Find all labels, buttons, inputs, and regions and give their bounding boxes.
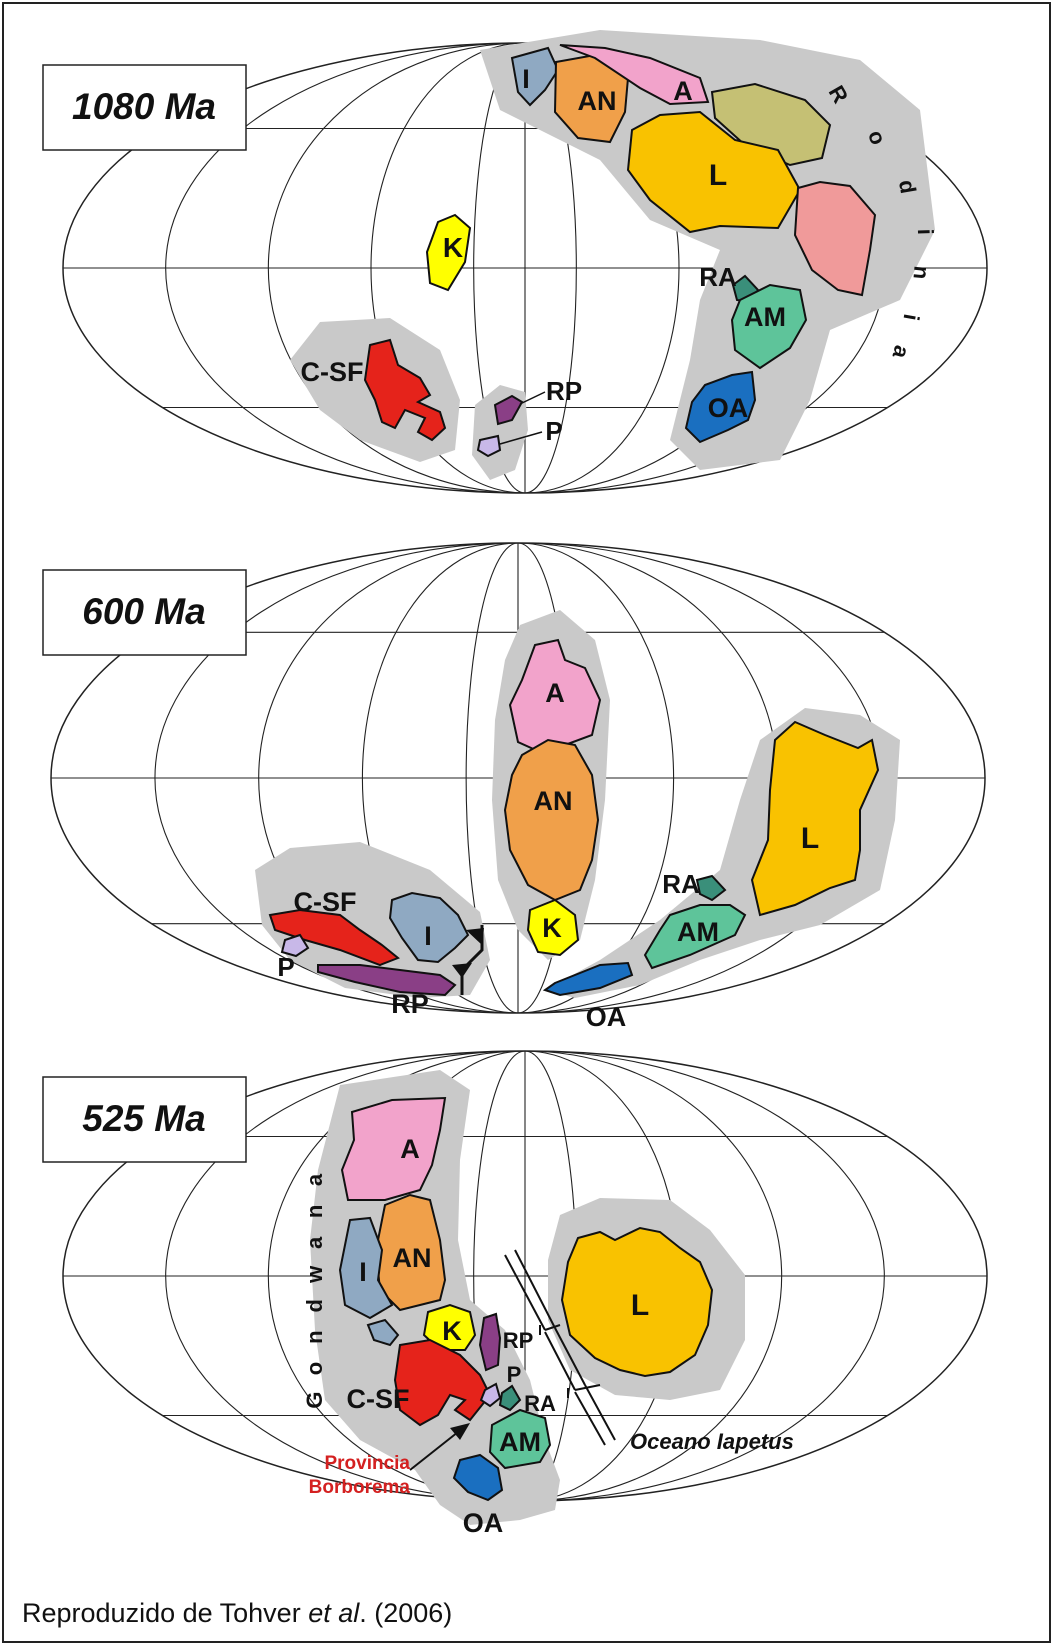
label-K-600: K (542, 913, 562, 943)
label-OA-600: OA (586, 1002, 627, 1032)
gondwana-letter: a (302, 1173, 327, 1186)
rodinia-letter: n (908, 265, 934, 281)
figure-caption: Reproduzido de Tohver et al. (2006) (22, 1598, 452, 1629)
title-box-600: 600 Ma (43, 570, 246, 655)
label-P-1080: P (545, 416, 562, 446)
label-L-600: L (801, 822, 819, 855)
caption-suffix: . (2006) (359, 1598, 452, 1628)
label-CSF-525: C-SF (347, 1384, 410, 1414)
label-L-525: L (631, 1289, 649, 1322)
label-OA-525: OA (463, 1508, 504, 1538)
gondwana-letter: n (302, 1205, 327, 1218)
caption-prefix: Reproduzido de Tohver (22, 1598, 308, 1628)
label-CSF-600: C-SF (294, 887, 357, 917)
label-RA-600: RA (662, 869, 700, 899)
label-K-525: K (442, 1316, 462, 1346)
label-A-1080: A (673, 76, 693, 106)
label-RP-1080: RP (546, 376, 582, 406)
gondwana-letter: w (302, 1265, 327, 1284)
label-AN-1080: AN (578, 86, 617, 116)
label-I-525: I (359, 1257, 367, 1287)
label-P-525: P (507, 1362, 522, 1387)
label-RA-525: RA (524, 1391, 556, 1416)
label-borborema: Borborema (309, 1477, 411, 1498)
label-OA-1080: OA (708, 393, 749, 423)
panel-title-525: 525 Ma (82, 1098, 205, 1139)
label-AM-1080: AM (744, 302, 786, 332)
label-I-600: I (424, 921, 432, 951)
gondwana-letter: o (302, 1362, 327, 1375)
title-box-525: 525 Ma (43, 1077, 246, 1162)
label-RP-525: RP (503, 1328, 534, 1353)
label-AM-525: AM (499, 1427, 541, 1457)
label-oceano-iapetus: Oceano Iapetus (630, 1429, 794, 1454)
gondwana-letter: a (302, 1236, 327, 1249)
label-A-525: A (400, 1134, 420, 1164)
label-AM-600: AM (677, 917, 719, 947)
label-RP-600: RP (391, 989, 429, 1019)
gondwana-letter: G (302, 1391, 327, 1408)
craton-RP-525 (480, 1314, 500, 1370)
gondwana-letter: n (302, 1330, 327, 1343)
title-box-1080: 1080 Ma (43, 65, 246, 150)
label-A-600: A (545, 678, 565, 708)
label-K-1080: K (443, 232, 463, 263)
label-RA-1080: RA (699, 262, 737, 292)
gondwana-letter: d (302, 1299, 327, 1312)
rodinia-letter: i (913, 228, 938, 235)
label-AN-600: AN (534, 786, 573, 816)
panel-title-600: 600 Ma (82, 591, 205, 632)
panel-title-1080: 1080 Ma (72, 86, 216, 127)
label-P-600: P (277, 952, 294, 982)
caption-italic: et al (308, 1598, 359, 1628)
label-AN-525: AN (393, 1243, 432, 1273)
label-I-1080: I (522, 64, 530, 94)
label-L-1080: L (709, 159, 727, 192)
label-CSF-1080: C-SF (301, 357, 364, 387)
label-provincia: Provincia (324, 1453, 410, 1474)
